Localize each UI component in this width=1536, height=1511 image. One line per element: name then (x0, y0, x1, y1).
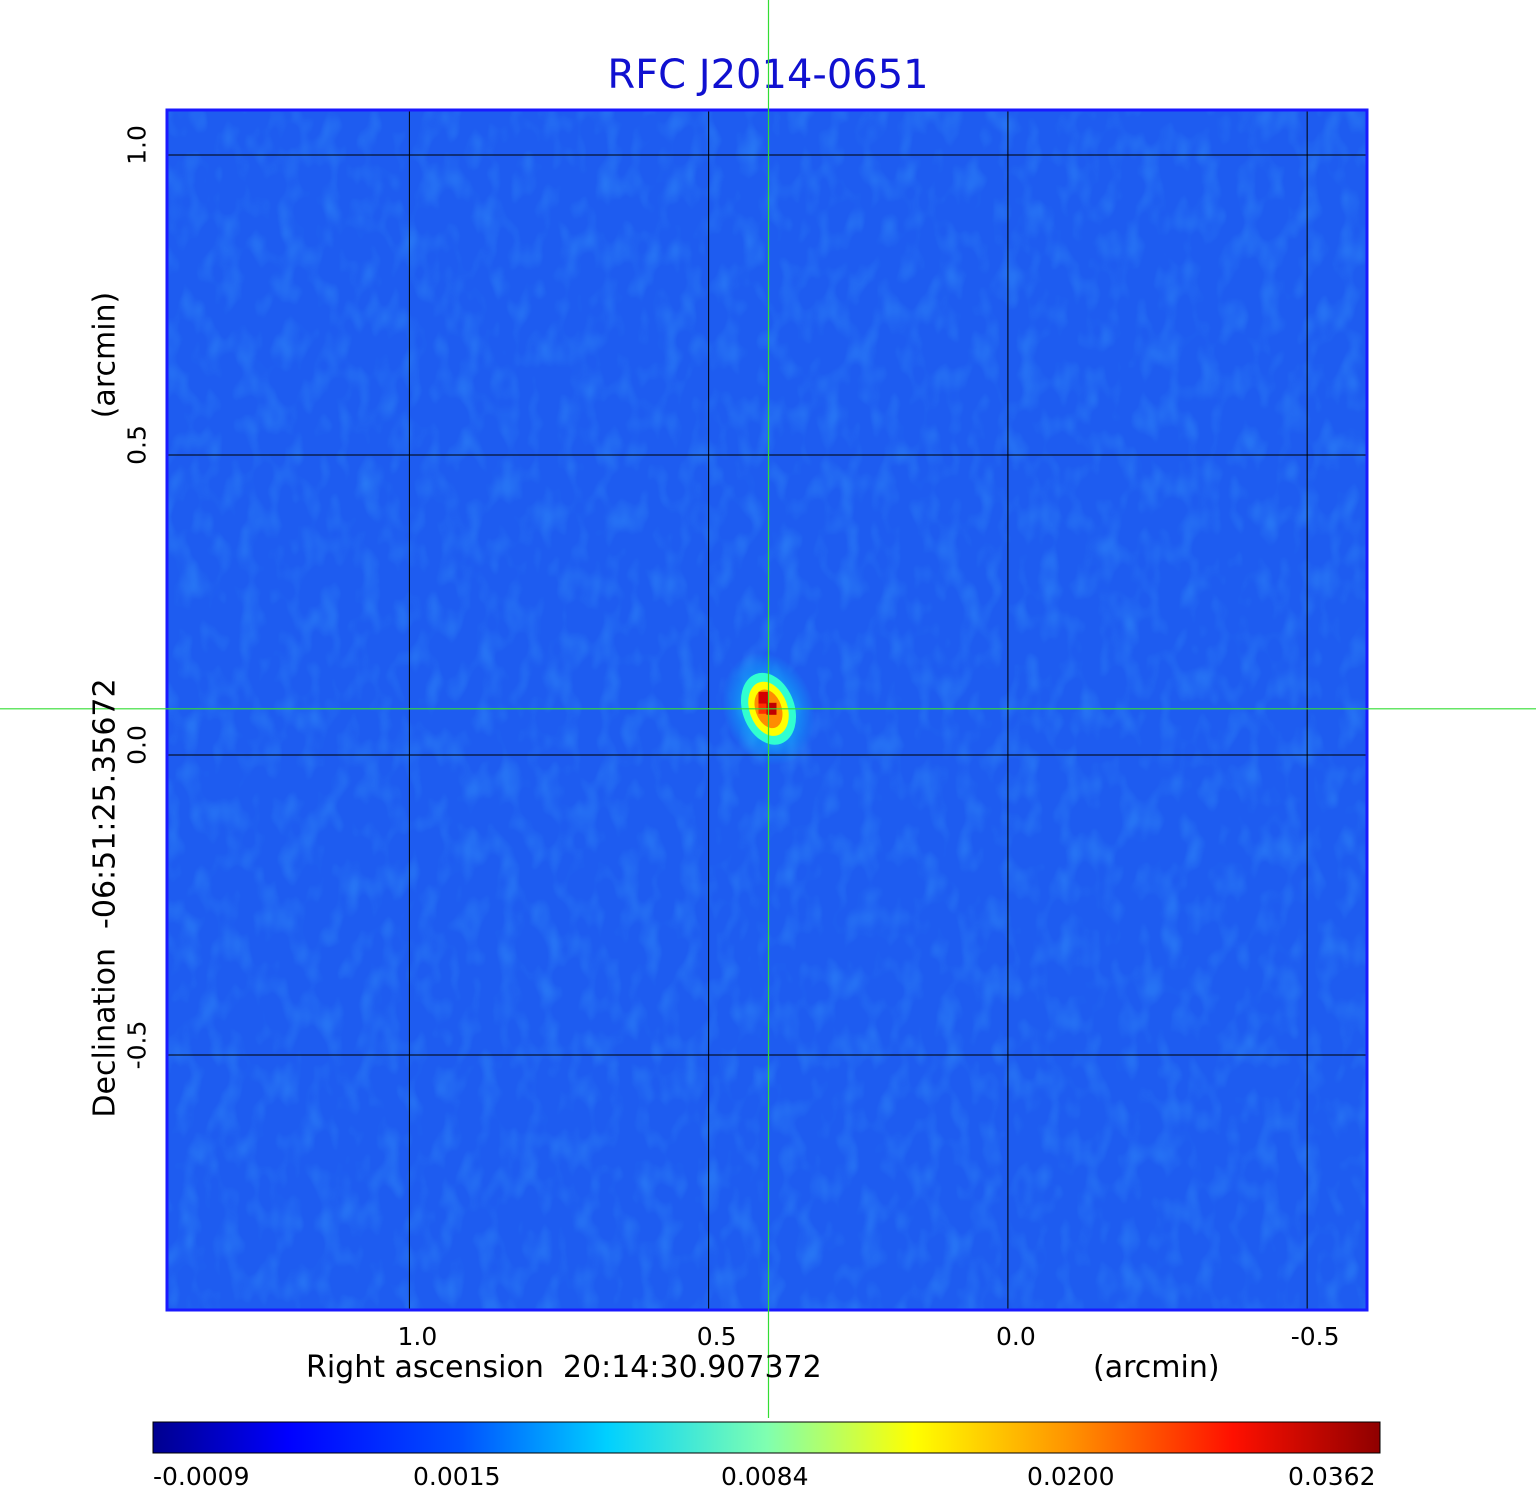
y-tick-label: 0.0 (122, 725, 152, 765)
y-tick-label: -0.5 (122, 1020, 152, 1070)
x-axis-label: Right ascension 20:14:30.907372 (306, 1350, 822, 1385)
x-tick-label: 0.5 (696, 1322, 737, 1351)
colorbar-tick-label: -0.0009 (153, 1462, 250, 1491)
y-axis-label: Declination -06:51:25.35672 (87, 678, 123, 1118)
y-axis-unit: (arcmin) (87, 291, 123, 419)
crosshair (0, 0, 1536, 1418)
y-tick-label: 0.5 (122, 425, 152, 465)
x-tick-label: 0.0 (996, 1322, 1036, 1351)
colorbar-tick-label: 0.0362 (1288, 1462, 1376, 1491)
colorbar (152, 1421, 1381, 1454)
plot-frame (165, 108, 1369, 1312)
colorbar-tick-label: 0.0200 (1027, 1462, 1115, 1491)
colorbar-tick-label: 0.0015 (413, 1462, 501, 1491)
x-tick-label: -0.5 (1290, 1322, 1340, 1351)
x-tick-label: 1.0 (397, 1322, 438, 1351)
source-core-pixel (758, 691, 769, 704)
x-axis-unit: (arcmin) (1093, 1350, 1220, 1385)
grid-lines (167, 110, 1367, 1310)
y-tick-label: 1.0 (122, 125, 152, 165)
colorbar-tick-label: 0.0084 (721, 1462, 809, 1491)
